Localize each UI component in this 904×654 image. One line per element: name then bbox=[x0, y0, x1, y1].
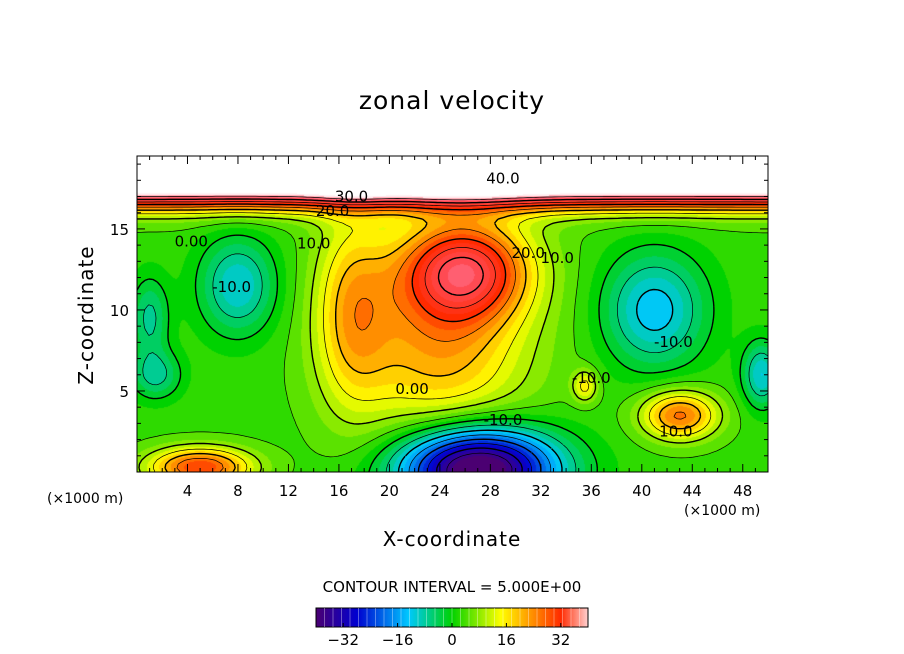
colorbar-tick-label: −32 bbox=[327, 631, 359, 649]
colorbar-tick-label: −16 bbox=[382, 631, 414, 649]
contour-line bbox=[137, 203, 768, 323]
x-tick-label: 16 bbox=[329, 482, 348, 500]
contour-label: -10.0 bbox=[484, 411, 523, 429]
contour-line bbox=[446, 452, 513, 472]
x-tick-label: 32 bbox=[531, 482, 550, 500]
velocity-field-image bbox=[137, 156, 768, 472]
contour-line bbox=[397, 288, 674, 472]
x-tick-label: 40 bbox=[632, 482, 651, 500]
colorbar-stripes bbox=[324, 608, 580, 627]
contour-labels: 40.030.020.00.00-10.010.020.010.0-10.00.… bbox=[175, 170, 693, 441]
contour-line bbox=[137, 195, 768, 201]
contour-line bbox=[137, 216, 768, 472]
contour-label: 30.0 bbox=[335, 187, 368, 205]
x-tick-label: 12 bbox=[279, 482, 298, 500]
contour-line bbox=[142, 253, 768, 472]
contour-label: 10.0 bbox=[297, 234, 330, 252]
x-unit-label-left: (×1000 m) bbox=[47, 491, 124, 507]
colorbar-tick-label: 0 bbox=[447, 631, 457, 649]
contour-label: 0.00 bbox=[395, 380, 428, 398]
x-axis: 4 8 12 16 20 24 28 32 36 40 44 48 bbox=[149, 156, 756, 500]
colorbar-tick-label: 32 bbox=[551, 631, 570, 649]
x-tick-label: 36 bbox=[582, 482, 601, 500]
contour-line bbox=[137, 201, 768, 309]
contour-line bbox=[137, 206, 768, 472]
y-axis-label: Z-coordinate bbox=[74, 245, 98, 385]
contour-line bbox=[137, 234, 768, 472]
contour-line bbox=[417, 438, 542, 472]
chart-title: zonal velocity bbox=[358, 86, 546, 115]
x-unit-label-right: (×1000 m) bbox=[684, 503, 761, 519]
contour-lines bbox=[137, 195, 768, 472]
y-tick-label: 15 bbox=[110, 221, 129, 239]
velocity-field bbox=[137, 156, 768, 472]
contour-label: 20.0 bbox=[512, 244, 545, 262]
contour-interval-text: CONTOUR INTERVAL = 5.000E+00 bbox=[322, 578, 582, 596]
x-tick-label: 44 bbox=[683, 482, 702, 500]
x-tick-label: 28 bbox=[481, 482, 500, 500]
contour-label: -10.0 bbox=[572, 369, 611, 387]
x-tick-label: 20 bbox=[380, 482, 399, 500]
y-axis: 5 10 15 bbox=[110, 163, 768, 457]
x-tick-label: 48 bbox=[733, 482, 752, 500]
x-tick-label: 4 bbox=[183, 482, 193, 500]
y-tick-label: 10 bbox=[110, 302, 129, 320]
contour-label: 20.0 bbox=[316, 202, 349, 220]
x-tick-label: 8 bbox=[233, 482, 243, 500]
x-axis-label: X-coordinate bbox=[382, 527, 522, 551]
contour-label: -10.0 bbox=[654, 333, 693, 351]
contour-line bbox=[137, 208, 768, 472]
contour-line bbox=[137, 198, 768, 296]
contour-label: 10.0 bbox=[541, 249, 574, 267]
contour-label: 40.0 bbox=[486, 170, 519, 188]
x-tick-label: 24 bbox=[430, 482, 449, 500]
contour-label: 10.0 bbox=[659, 422, 692, 440]
contour-line bbox=[137, 222, 768, 472]
colorbar-ticks: −32 −16 0 16 32 bbox=[327, 623, 570, 649]
contour-line bbox=[137, 212, 768, 472]
contour-label: 0.00 bbox=[175, 233, 208, 251]
contour-line bbox=[408, 434, 552, 472]
colorbar-tick-label: 16 bbox=[497, 631, 516, 649]
y-tick-label: 5 bbox=[119, 383, 129, 401]
contour-label: -10.0 bbox=[212, 278, 251, 296]
